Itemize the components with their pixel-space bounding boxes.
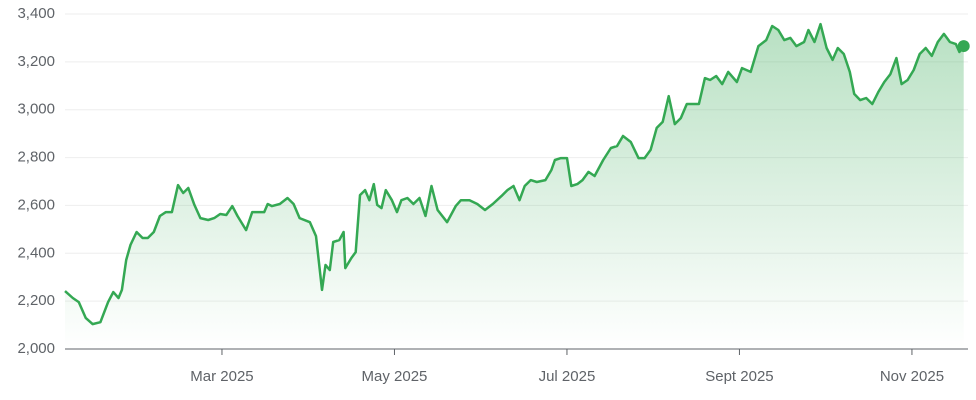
y-tick-label: 2,000 [17,340,55,357]
y-tick-label: 3,400 [17,5,55,22]
x-tick-label: Mar 2025 [190,368,253,385]
x-tick-label: Nov 2025 [880,368,944,385]
x-tick-label: May 2025 [362,368,428,385]
y-tick-label: 3,200 [17,53,55,70]
y-tick-label: 3,000 [17,101,55,118]
x-tick-label: Sept 2025 [705,368,773,385]
x-tick-label: Jul 2025 [539,368,596,385]
y-tick-label: 2,200 [17,292,55,309]
y-tick-label: 2,600 [17,196,55,213]
last-point [957,40,970,53]
area [65,24,964,349]
y-tick-label: 2,800 [17,149,55,166]
y-tick-label: 2,400 [17,244,55,261]
line [64,22,965,326]
